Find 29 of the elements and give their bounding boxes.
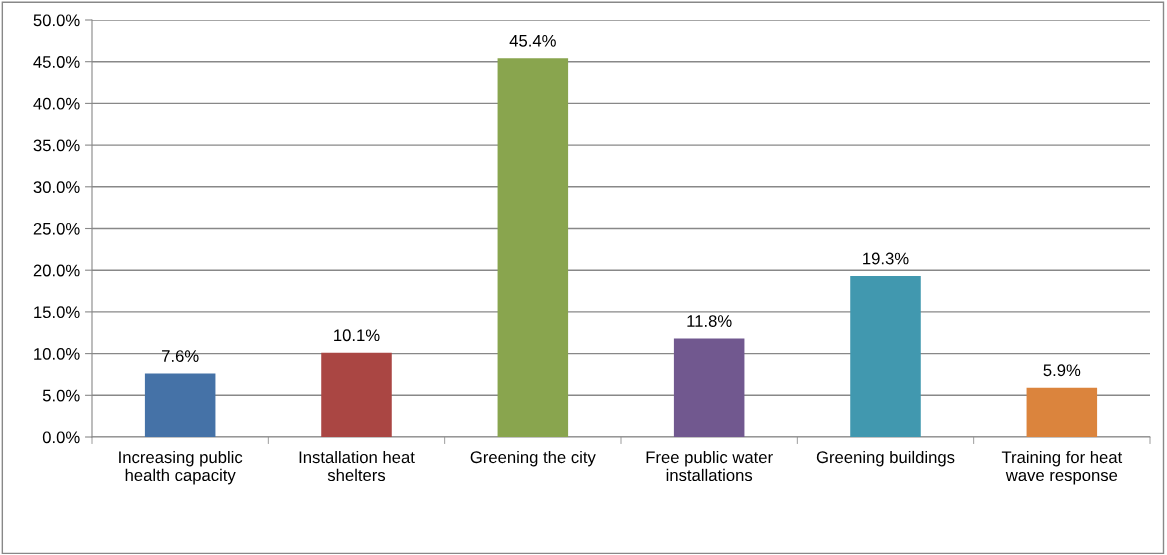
data-label: 11.8% [687, 315, 732, 327]
data-label: 10.1% [334, 329, 380, 342]
y-tick-label: 15.0% [34, 306, 80, 319]
data-label: 5.9% [1043, 364, 1081, 377]
bar [673, 338, 745, 437]
y-tick-label: 50.0% [33, 14, 80, 27]
y-tick-label: 25.0% [33, 222, 80, 235]
y-tick-label: 20.0% [33, 264, 80, 277]
y-tick-label: 10.0% [34, 348, 80, 360]
y-tick-label: 5.0% [42, 389, 80, 402]
x-tick-label: Greening buildings [816, 450, 955, 467]
bar [850, 276, 921, 437]
data-label: 45.4% [509, 35, 556, 47]
data-label: 19.3% [863, 252, 909, 265]
y-tick-label: 35.0% [33, 139, 80, 152]
y-tick-label: 45.0% [33, 56, 80, 68]
bar [144, 373, 216, 437]
x-tick-label: Free public water installations [646, 450, 773, 482]
y-tick-label: 30.0% [33, 181, 80, 193]
data-label: 7.6% [162, 350, 199, 362]
x-tick-label: Installation heat shelters [299, 450, 415, 482]
x-tick-label: Increasing public health capacity [119, 450, 243, 485]
y-tick-label: 0.0% [42, 431, 80, 444]
bar [321, 352, 392, 437]
bar [1026, 387, 1098, 437]
x-tick-label: Greening the city [470, 450, 596, 467]
bar [497, 58, 569, 437]
y-tick-label: 40.0% [33, 97, 80, 110]
x-tick-label: Training for heat wave response [1001, 450, 1123, 485]
